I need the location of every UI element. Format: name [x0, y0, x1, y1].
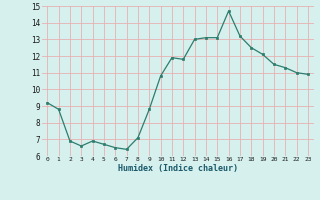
X-axis label: Humidex (Indice chaleur): Humidex (Indice chaleur) — [118, 164, 237, 173]
